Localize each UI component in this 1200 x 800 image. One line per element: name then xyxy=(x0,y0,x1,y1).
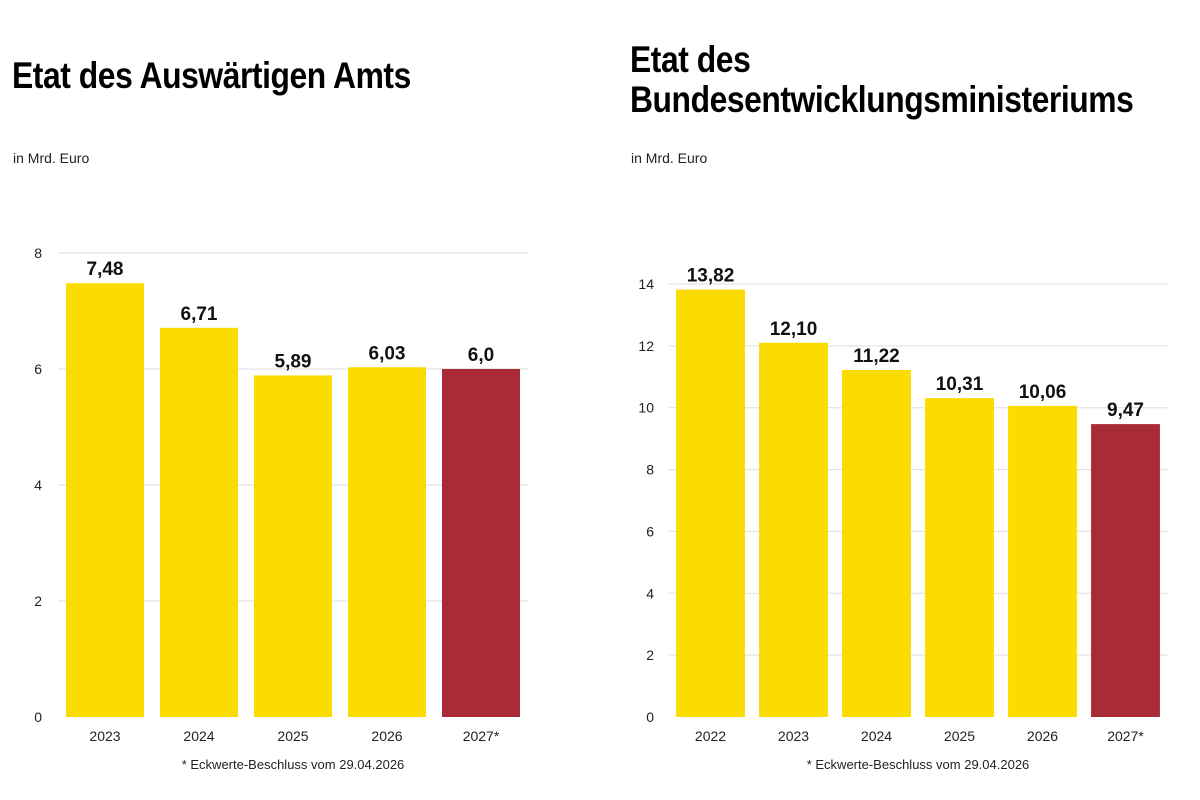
bar-right-2023 xyxy=(759,342,828,717)
data-label-left: 5,89 xyxy=(275,351,312,372)
bar-left-2024 xyxy=(159,327,239,717)
data-label-left: 6,03 xyxy=(369,343,406,364)
data-label-right: 11,22 xyxy=(853,346,900,367)
data-label-right: 13,82 xyxy=(687,266,735,287)
y-tick-label-left: 0 xyxy=(34,709,42,725)
x-tick-label-right: 2026 xyxy=(1027,728,1058,744)
data-label-right: 10,06 xyxy=(1019,382,1067,403)
bar-left-2026 xyxy=(347,367,427,717)
data-label-left: 6,71 xyxy=(181,304,218,325)
y-tick-label-right: 0 xyxy=(646,709,654,725)
x-tick-label-right: 2024 xyxy=(861,728,892,744)
chart-title-left: Etat des Auswärtigen Amts xyxy=(12,55,411,96)
footnote-left: * Eckwerte-Beschluss vom 29.04.2026 xyxy=(182,757,405,772)
footnote-right: * Eckwerte-Beschluss vom 29.04.2026 xyxy=(807,757,1030,772)
y-tick-label-right: 8 xyxy=(646,462,654,478)
y-tick-label-right: 14 xyxy=(638,276,654,292)
bar-left-2023 xyxy=(65,283,145,717)
y-tick-label-left: 4 xyxy=(34,477,42,493)
chart-title-right-line2: Bundesentwicklungsministeriums xyxy=(630,79,1134,120)
x-tick-label-right: 2023 xyxy=(778,728,809,744)
bar-right-2027* xyxy=(1091,424,1160,717)
y-tick-label-right: 10 xyxy=(638,400,654,416)
x-tick-label-left: 2024 xyxy=(183,728,214,744)
x-tick-label-left: 2023 xyxy=(89,728,120,744)
x-tick-label-left: 2025 xyxy=(277,728,308,744)
x-tick-label-left: 2027* xyxy=(463,728,500,744)
y-tick-label-right: 12 xyxy=(638,338,654,354)
y-tick-label-right: 6 xyxy=(646,523,654,539)
data-label-right: 12,10 xyxy=(770,319,818,340)
chart-title-right-line1: Etat des xyxy=(630,39,751,80)
subtitle-left: in Mrd. Euro xyxy=(13,150,90,166)
subtitle-right: in Mrd. Euro xyxy=(631,150,708,166)
y-tick-label-right: 4 xyxy=(646,585,654,601)
bar-right-2022 xyxy=(676,289,745,717)
bar-right-2026 xyxy=(1008,405,1077,717)
x-tick-label-right: 2022 xyxy=(695,728,726,744)
bar-right-2025 xyxy=(925,398,994,717)
bar-left-2027* xyxy=(441,369,521,717)
data-label-right: 10,31 xyxy=(936,374,984,395)
bar-right-2024 xyxy=(842,369,911,717)
x-tick-label-left: 2026 xyxy=(371,728,402,744)
x-tick-label-right: 2025 xyxy=(944,728,975,744)
y-tick-label-left: 6 xyxy=(34,361,42,377)
bar-left-2025 xyxy=(253,375,333,717)
y-tick-label-left: 2 xyxy=(34,593,42,609)
data-label-left: 6,0 xyxy=(468,345,494,366)
x-tick-label-right: 2027* xyxy=(1107,728,1144,744)
y-tick-label-right: 2 xyxy=(646,647,654,663)
y-tick-label-left: 8 xyxy=(34,245,42,261)
data-label-left: 7,48 xyxy=(87,259,124,280)
data-label-right: 9,47 xyxy=(1107,400,1144,421)
